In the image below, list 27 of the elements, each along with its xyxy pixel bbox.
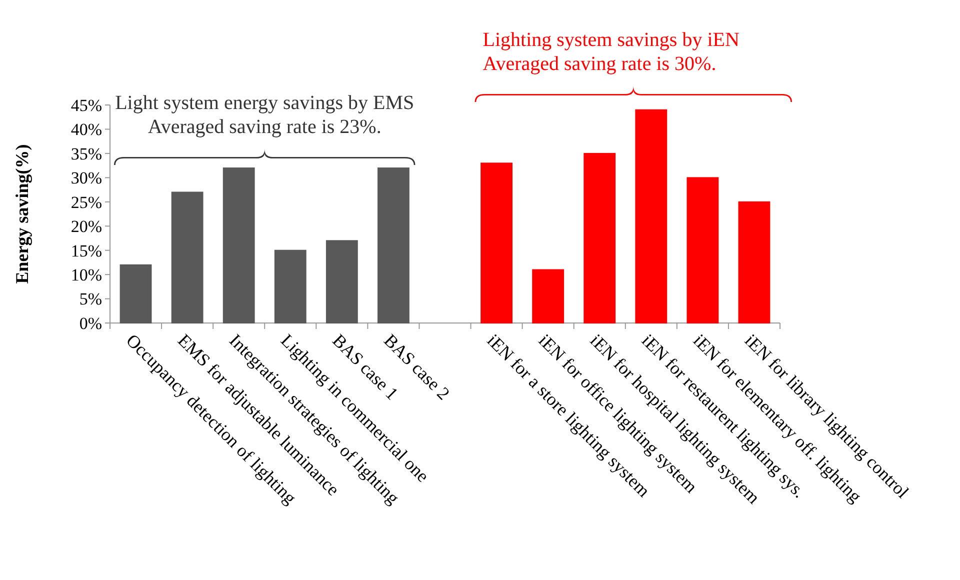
bar — [274, 250, 306, 324]
y-tick-label: 5% — [79, 290, 102, 309]
y-tick-label: 45% — [70, 96, 102, 115]
y-tick-label: 30% — [70, 168, 102, 188]
y-tick-label: 0% — [79, 314, 102, 333]
bar — [222, 167, 255, 324]
bar — [378, 167, 410, 324]
y-tick-label: 10% — [70, 266, 102, 285]
annotation: Averaged saving rate is 23%. — [148, 116, 382, 138]
y-tick-label: 20% — [70, 217, 102, 236]
text: Lighting system savings by iEN — [482, 29, 740, 51]
y-tick-label: 25% — [70, 192, 102, 212]
bar — [532, 269, 564, 324]
bar — [584, 152, 616, 324]
y-tick-label: 15% — [70, 241, 102, 260]
y-tick-label: 40% — [70, 120, 102, 140]
bar — [686, 177, 719, 324]
bar — [480, 162, 512, 324]
bar — [120, 264, 152, 324]
annotation: Light system energy savings by EMS — [115, 92, 414, 114]
y-axis-title: Energy saving(%) — [12, 144, 32, 284]
bar — [171, 192, 204, 324]
y-tick-label: 35% — [70, 144, 102, 164]
text: Averaged saving rate is 30%. — [482, 53, 716, 75]
bar — [635, 109, 668, 324]
bar — [738, 201, 770, 324]
bar — [326, 240, 358, 324]
